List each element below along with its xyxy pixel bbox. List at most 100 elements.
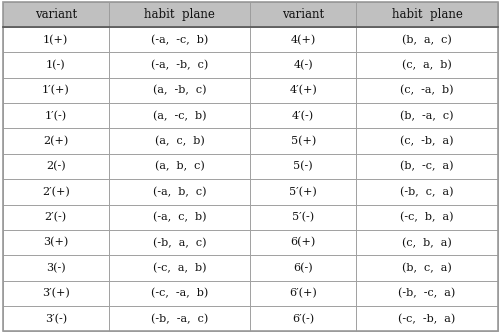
Text: (c,  a,  b): (c, a, b) — [402, 60, 452, 70]
Bar — [356, 103, 498, 129]
Bar — [250, 129, 356, 154]
Bar — [250, 27, 356, 52]
Text: 6′(+): 6′(+) — [290, 288, 317, 298]
Bar — [109, 52, 250, 78]
Text: (b,  -a,  c): (b, -a, c) — [400, 111, 454, 121]
Text: (-a,  c,  b): (-a, c, b) — [152, 212, 206, 222]
Text: (-a,  b,  c): (-a, b, c) — [152, 187, 206, 197]
Bar — [2, 230, 109, 255]
Bar — [250, 103, 356, 129]
Bar — [2, 306, 109, 331]
Text: 5(+): 5(+) — [290, 136, 316, 146]
Bar — [356, 255, 498, 281]
Bar — [2, 255, 109, 281]
Bar — [250, 230, 356, 255]
Text: (b,  a,  c): (b, a, c) — [402, 35, 452, 45]
Text: 1′(+): 1′(+) — [42, 85, 70, 96]
Text: (-a,  -c,  b): (-a, -c, b) — [151, 35, 208, 45]
Bar — [2, 154, 109, 179]
Bar — [2, 52, 109, 78]
Text: (-b,  a,  c): (-b, a, c) — [152, 237, 206, 248]
Bar — [250, 179, 356, 204]
Text: 3′(+): 3′(+) — [42, 288, 70, 298]
Text: 6(+): 6(+) — [290, 237, 316, 248]
Text: 2′(-): 2′(-) — [44, 212, 67, 222]
Bar — [109, 204, 250, 230]
Bar — [2, 179, 109, 204]
Bar — [250, 306, 356, 331]
Bar — [356, 204, 498, 230]
Text: variant: variant — [34, 8, 77, 21]
Text: 5′(-): 5′(-) — [292, 212, 314, 222]
Text: habit  plane: habit plane — [144, 8, 215, 21]
Text: 3(-): 3(-) — [46, 263, 66, 273]
Text: 3′(-): 3′(-) — [44, 313, 67, 324]
Text: habit  plane: habit plane — [392, 8, 462, 21]
Bar — [2, 281, 109, 306]
Bar — [109, 103, 250, 129]
Text: 1′(-): 1′(-) — [44, 111, 67, 121]
Bar — [109, 281, 250, 306]
Bar — [356, 281, 498, 306]
Bar — [2, 204, 109, 230]
Text: 1(-): 1(-) — [46, 60, 66, 70]
Text: (a,  -b,  c): (a, -b, c) — [152, 85, 206, 96]
Text: 5(-): 5(-) — [294, 162, 313, 171]
Text: 3(+): 3(+) — [43, 237, 68, 248]
Bar — [356, 52, 498, 78]
Text: (-b,  -a,  c): (-b, -a, c) — [151, 313, 208, 324]
Text: 2(+): 2(+) — [43, 136, 68, 146]
Bar — [250, 204, 356, 230]
Bar — [356, 2, 498, 27]
Text: 4′(+): 4′(+) — [290, 85, 317, 96]
Bar — [356, 27, 498, 52]
Bar — [2, 27, 109, 52]
Text: variant: variant — [282, 8, 325, 21]
Bar — [2, 103, 109, 129]
Bar — [356, 306, 498, 331]
Text: 1(+): 1(+) — [43, 35, 68, 45]
Bar — [109, 255, 250, 281]
Text: 4(+): 4(+) — [290, 35, 316, 45]
Text: 6′(-): 6′(-) — [292, 313, 314, 324]
Text: (c,  -a,  b): (c, -a, b) — [400, 85, 454, 96]
Text: (c,  -b,  a): (c, -b, a) — [400, 136, 454, 146]
Bar — [250, 52, 356, 78]
Bar — [2, 78, 109, 103]
Bar — [250, 154, 356, 179]
Bar — [250, 2, 356, 27]
Text: (-a,  -b,  c): (-a, -b, c) — [151, 60, 208, 70]
Text: (b,  -c,  a): (b, -c, a) — [400, 161, 454, 172]
Bar — [109, 230, 250, 255]
Bar — [109, 154, 250, 179]
Text: 2(-): 2(-) — [46, 162, 66, 171]
Text: (a,  -c,  b): (a, -c, b) — [152, 111, 206, 121]
Text: (b,  c,  a): (b, c, a) — [402, 263, 452, 273]
Text: 4(-): 4(-) — [294, 60, 313, 70]
Bar — [356, 230, 498, 255]
Text: (-c,  -a,  b): (-c, -a, b) — [151, 288, 208, 298]
Text: (-c,  -b,  a): (-c, -b, a) — [398, 313, 456, 324]
Bar — [109, 129, 250, 154]
Text: 4′(-): 4′(-) — [292, 111, 314, 121]
Bar — [356, 179, 498, 204]
Bar — [250, 281, 356, 306]
Text: (-c,  a,  b): (-c, a, b) — [152, 263, 206, 273]
Bar — [2, 2, 109, 27]
Text: (a,  b,  c): (a, b, c) — [154, 161, 204, 172]
Bar — [250, 255, 356, 281]
Bar — [109, 27, 250, 52]
Bar — [109, 78, 250, 103]
Bar — [109, 306, 250, 331]
Text: 6(-): 6(-) — [294, 263, 313, 273]
Bar — [2, 129, 109, 154]
Text: (-b,  -c,  a): (-b, -c, a) — [398, 288, 456, 298]
Bar — [356, 154, 498, 179]
Bar — [356, 129, 498, 154]
Text: (a,  c,  b): (a, c, b) — [154, 136, 204, 146]
Text: (-c,  b,  a): (-c, b, a) — [400, 212, 454, 222]
Bar — [109, 179, 250, 204]
Text: 5′(+): 5′(+) — [290, 187, 317, 197]
Bar — [109, 2, 250, 27]
Text: (-b,  c,  a): (-b, c, a) — [400, 187, 454, 197]
